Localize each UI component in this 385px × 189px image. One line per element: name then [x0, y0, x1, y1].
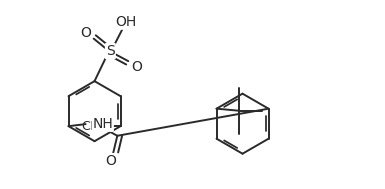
Text: NH: NH: [92, 117, 113, 131]
Text: CH₃: CH₃: [82, 120, 105, 133]
Text: O: O: [131, 60, 142, 74]
Text: O: O: [105, 154, 117, 168]
Text: S: S: [106, 44, 115, 58]
Text: O: O: [80, 26, 91, 40]
Text: OH: OH: [115, 15, 136, 29]
